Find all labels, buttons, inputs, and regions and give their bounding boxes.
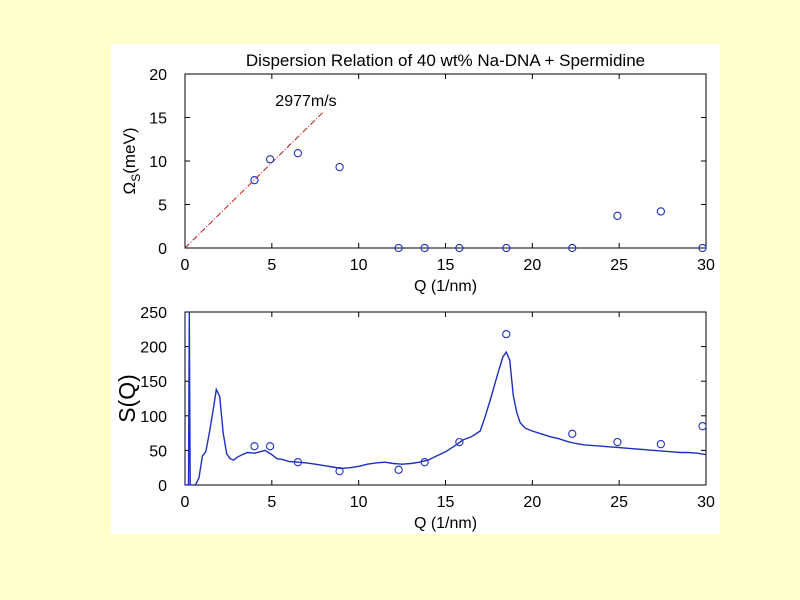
dispersion-point xyxy=(502,243,511,253)
structure-factor-point xyxy=(698,422,707,431)
top-chart-title: Dispersion Relation of 40 wt% Na-DNA + S… xyxy=(246,51,645,70)
top-x-tick-label: 15 xyxy=(437,257,455,274)
figure-svg: 0 5 10 15 20 25 30 0 5 10 15 20 Q (1/nm) Dispersion R… xyxy=(114,51,715,532)
bottom-y-tick-label: 100 xyxy=(140,409,167,426)
structure-factor-point xyxy=(293,458,303,467)
velocity-annotation: 2977m/s xyxy=(275,93,336,110)
structure-factor-point xyxy=(394,465,403,474)
figure-panel: 0 5 10 15 20 25 30 0 5 10 15 20 Q (1/nm) Dispersion R… xyxy=(111,44,720,534)
sound-velocity-fit-line xyxy=(184,111,325,249)
bottom-x-tick-label: 10 xyxy=(350,494,368,511)
structure-factor-point xyxy=(335,467,344,476)
dispersion-point xyxy=(613,211,622,220)
top-y-tick-label: 20 xyxy=(149,67,167,84)
omega-unit: (meV) xyxy=(120,127,139,173)
top-x-tick-label: 5 xyxy=(267,257,276,274)
omega-symbol: Ω xyxy=(120,182,139,195)
top-y-tick-label: 15 xyxy=(149,111,167,128)
bottom-y-tick-label: 0 xyxy=(158,478,167,495)
dispersion-point xyxy=(394,243,403,253)
bottom-x-tick-label: 25 xyxy=(610,494,628,511)
top-x-axis-label: Q (1/nm) xyxy=(414,278,477,295)
dispersion-point xyxy=(250,175,259,185)
dispersion-point xyxy=(455,243,464,253)
bottom-x-tick-label: 15 xyxy=(437,494,455,511)
top-y-tick-label: 0 xyxy=(158,241,167,258)
dispersion-point xyxy=(420,243,429,253)
dispersion-point xyxy=(656,207,665,216)
top-x-tick-label: 30 xyxy=(697,257,715,274)
bottom-x-tick-label: 30 xyxy=(697,494,715,511)
bottom-y-tick-label: 150 xyxy=(140,374,167,391)
structure-factor-point xyxy=(613,437,622,447)
omega-subscript: S xyxy=(129,174,143,182)
bottom-x-tick-label: 20 xyxy=(523,494,541,511)
bottom-x-axis-label: Q (1/nm) xyxy=(414,515,477,532)
structure-factor-point xyxy=(656,440,665,449)
top-y-axis-label: ΩS(meV) xyxy=(120,127,143,194)
top-x-tick-label: 25 xyxy=(610,257,628,274)
structure-factor-point xyxy=(455,437,464,447)
dispersion-point xyxy=(265,155,275,164)
bottom-x-tick-label: 5 xyxy=(267,494,276,511)
bottom-plot-frame xyxy=(184,311,707,486)
top-y-tick-label: 5 xyxy=(158,198,167,215)
bottom-y-axis-label: S(Q) xyxy=(114,374,140,423)
dispersion-point xyxy=(293,149,303,158)
dispersion-point xyxy=(335,162,344,172)
top-x-tick-label: 10 xyxy=(350,257,368,274)
dispersion-point xyxy=(698,243,707,253)
structure-factor-point xyxy=(420,458,429,467)
bottom-x-tick-label: 0 xyxy=(181,494,190,511)
bottom-y-tick-label: 250 xyxy=(140,305,167,322)
top-x-tick-label: 20 xyxy=(523,257,541,274)
structure-factor-point xyxy=(250,442,259,451)
structure-factor-point xyxy=(502,329,511,339)
structure-factor-curve xyxy=(185,312,706,485)
dispersion-point xyxy=(568,243,577,253)
bottom-y-tick-label: 50 xyxy=(149,443,167,460)
top-plot-frame xyxy=(184,73,707,249)
structure-factor-point xyxy=(265,442,275,451)
top-x-tick-label: 0 xyxy=(181,257,190,274)
structure-factor-point xyxy=(568,429,577,438)
bottom-y-tick-label: 200 xyxy=(140,340,167,357)
top-y-tick-label: 10 xyxy=(149,154,167,171)
